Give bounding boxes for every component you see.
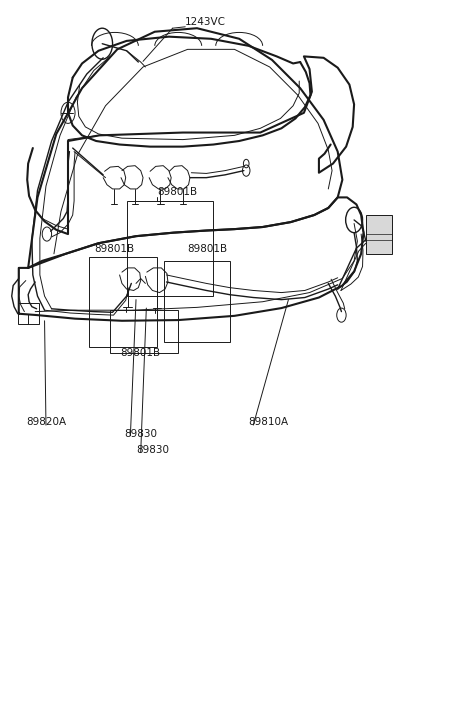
Bar xyxy=(366,215,392,254)
Text: 89820A: 89820A xyxy=(26,417,66,427)
Text: 89830: 89830 xyxy=(124,429,157,439)
Text: 89801B: 89801B xyxy=(157,188,197,197)
Bar xyxy=(18,303,39,324)
Bar xyxy=(110,310,178,352)
Text: 1243VC: 1243VC xyxy=(185,17,226,27)
Bar xyxy=(164,261,230,342)
Text: 89801B: 89801B xyxy=(94,244,134,254)
Bar xyxy=(127,201,213,296)
Text: 89801B: 89801B xyxy=(121,348,161,358)
Text: 89801B: 89801B xyxy=(188,244,228,254)
Bar xyxy=(89,257,157,347)
Text: 89810A: 89810A xyxy=(249,417,289,427)
Text: 89830: 89830 xyxy=(136,445,169,455)
